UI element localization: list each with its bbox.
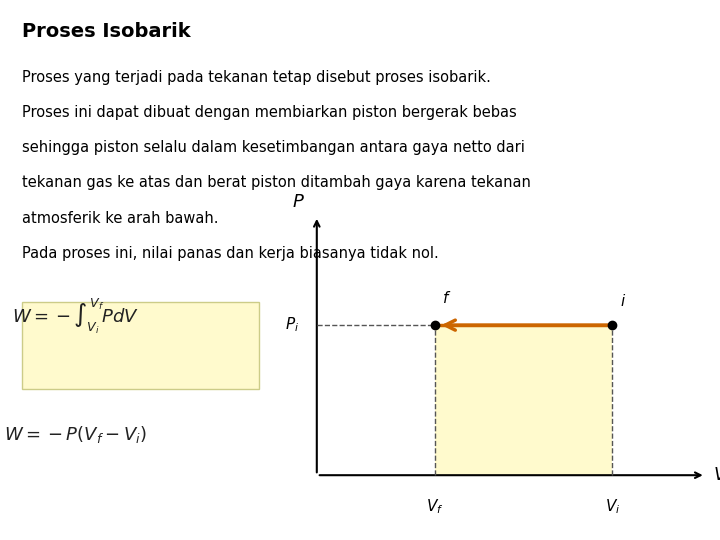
Bar: [22, 302, 259, 389]
Bar: [435, 325, 613, 475]
Text: Pada proses ini, nilai panas dan kerja biasanya tidak nol.: Pada proses ini, nilai panas dan kerja b…: [22, 246, 438, 261]
Text: $W = -P\left(V_f - V_i\right)$: $W = -P\left(V_f - V_i\right)$: [4, 424, 147, 445]
Text: $V$: $V$: [713, 466, 720, 484]
Text: Proses ini dapat dibuat dengan membiarkan piston bergerak bebas: Proses ini dapat dibuat dengan membiarka…: [22, 105, 516, 120]
Text: $V_f$: $V_f$: [426, 497, 444, 516]
Text: $i$: $i$: [620, 293, 626, 309]
Text: Proses Isobarik: Proses Isobarik: [22, 22, 190, 40]
Text: $P$: $P$: [292, 193, 305, 211]
Text: atmosferik ke arah bawah.: atmosferik ke arah bawah.: [22, 211, 218, 226]
Text: $P_i$: $P_i$: [284, 316, 299, 334]
Text: sehingga piston selalu dalam kesetimbangan antara gaya netto dari: sehingga piston selalu dalam kesetimbang…: [22, 140, 524, 156]
Text: $V_i$: $V_i$: [605, 497, 620, 516]
Text: tekanan gas ke atas dan berat piston ditambah gaya karena tekanan: tekanan gas ke atas dan berat piston dit…: [22, 176, 531, 191]
Text: $W = -\int_{V_i}^{V_f} P dV$: $W = -\int_{V_i}^{V_f} P dV$: [12, 296, 139, 335]
Text: Proses yang terjadi pada tekanan tetap disebut proses isobarik.: Proses yang terjadi pada tekanan tetap d…: [22, 70, 490, 85]
Text: $f$: $f$: [442, 290, 451, 306]
